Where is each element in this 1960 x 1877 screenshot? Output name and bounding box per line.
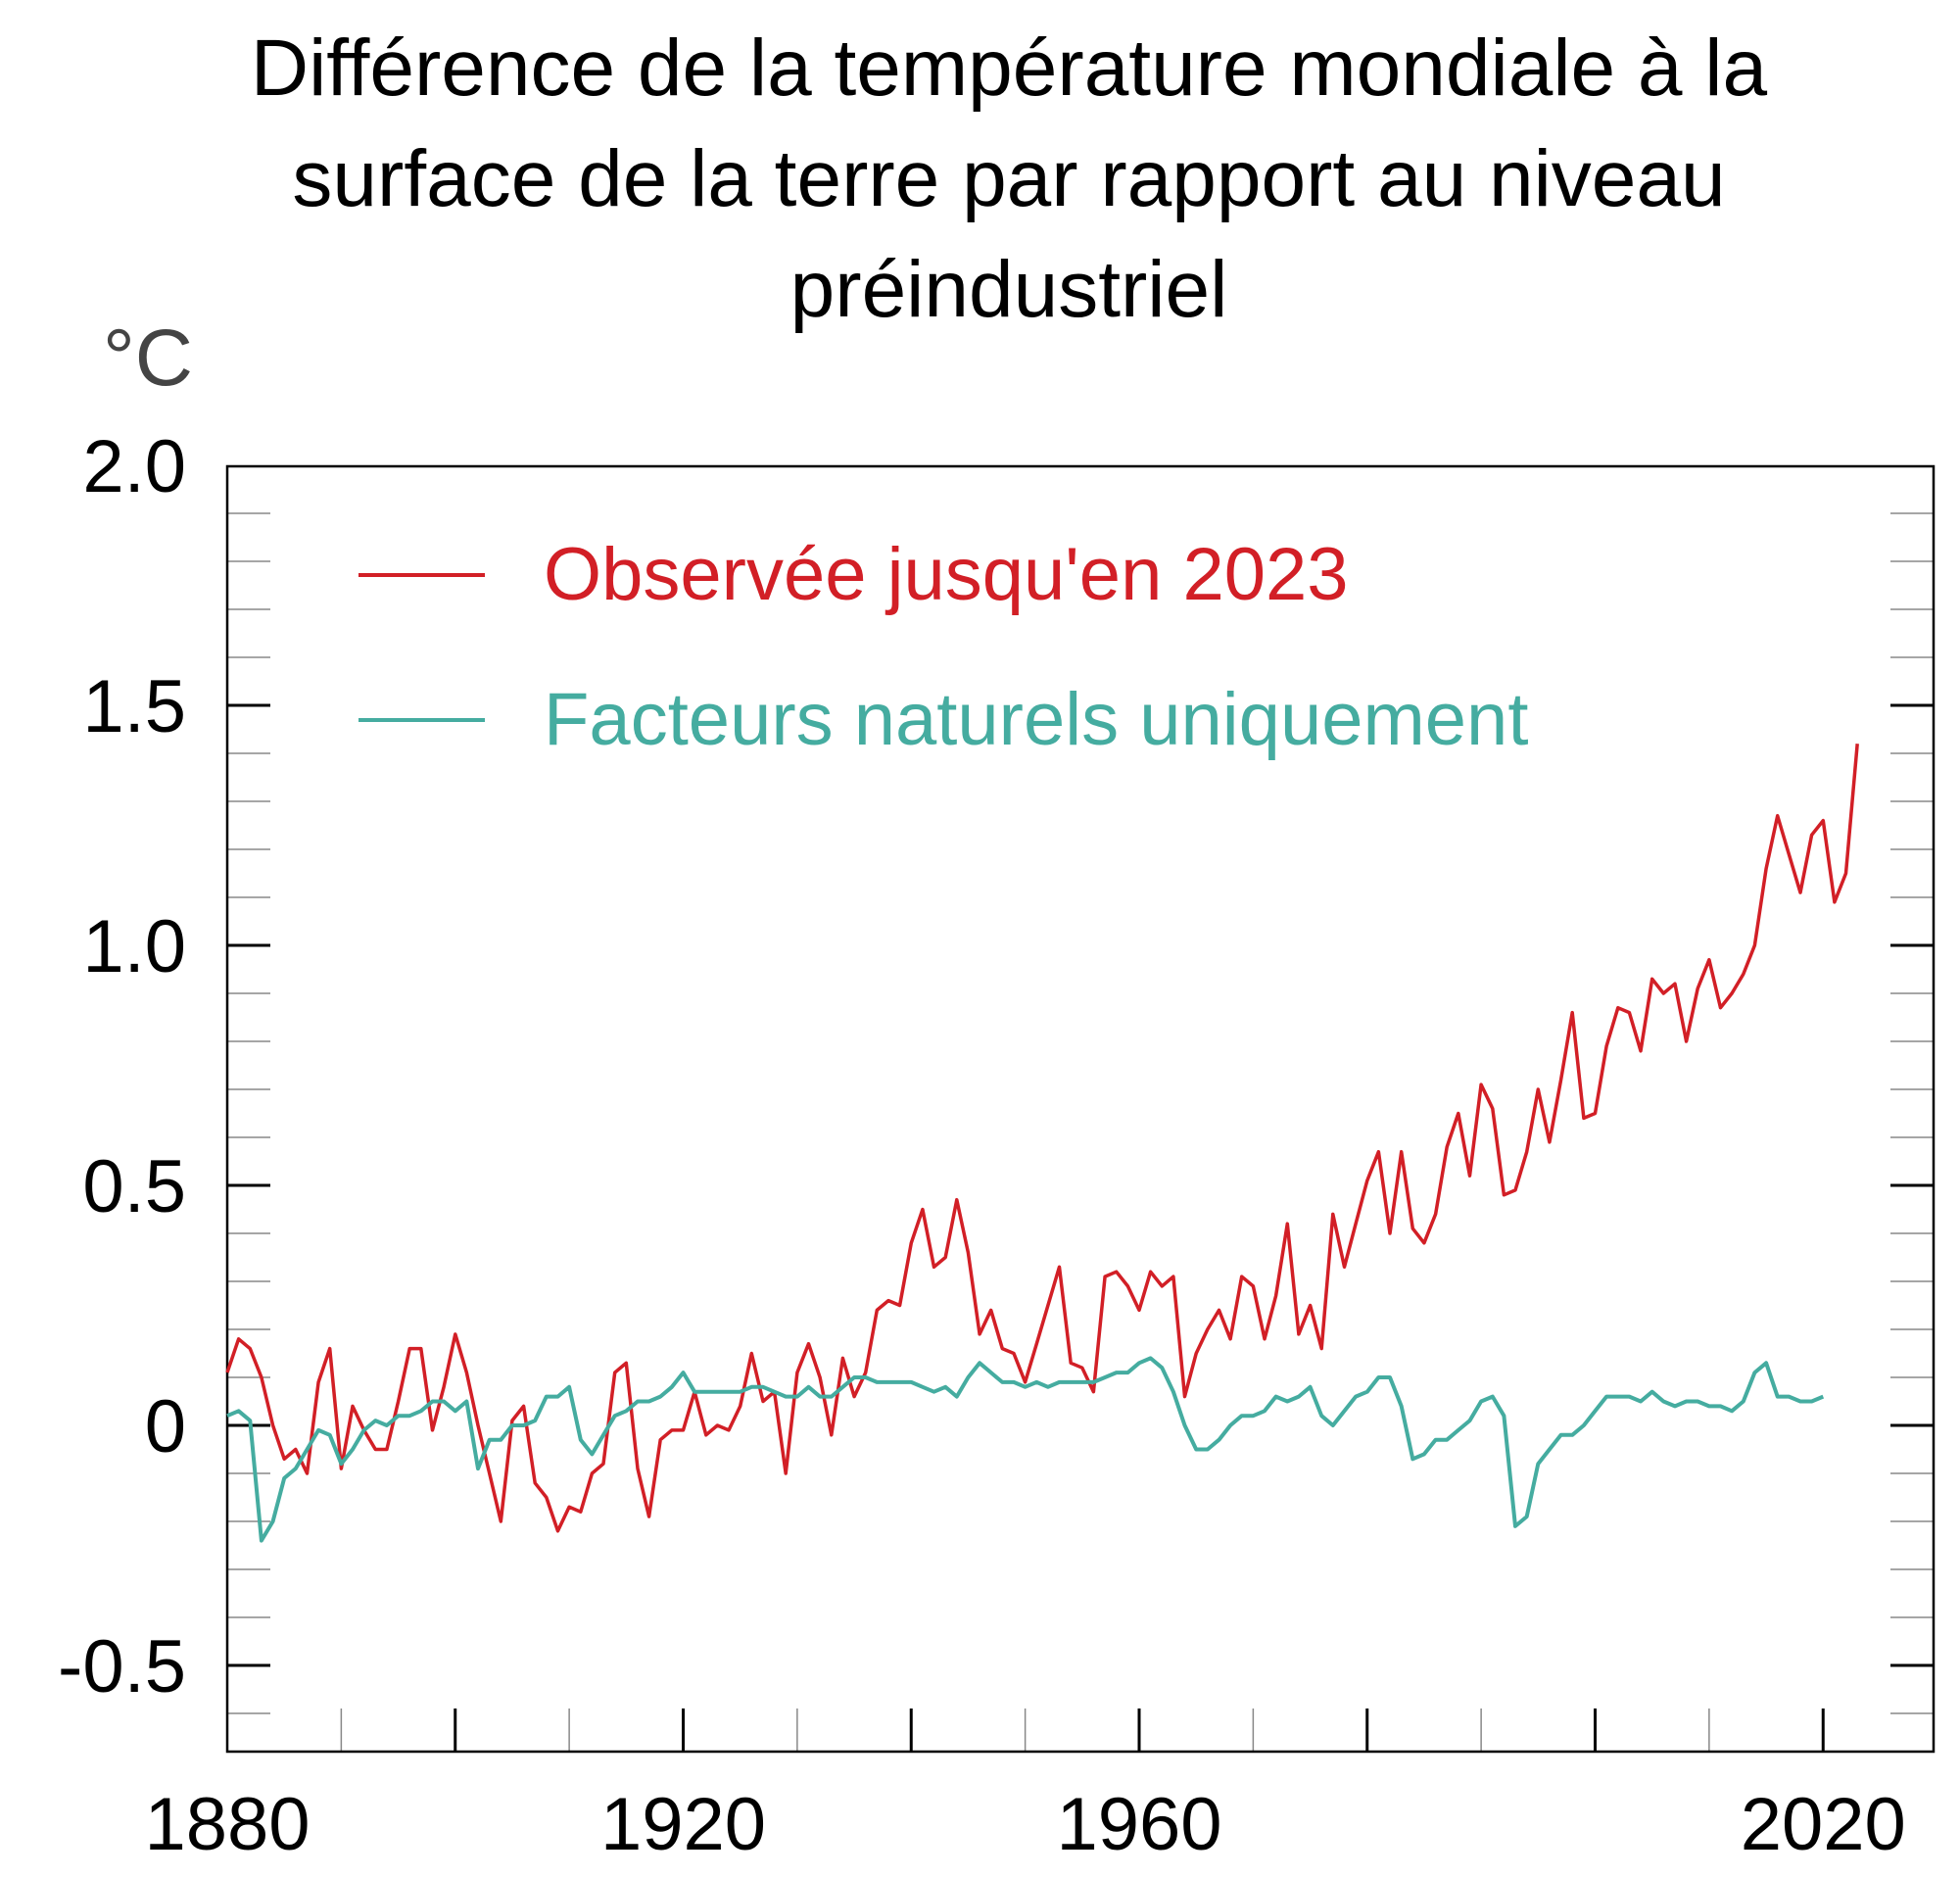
legend-label-natural: Facteurs naturels uniquement [544, 678, 1528, 761]
series-lines [225, 744, 1859, 1543]
x-tick-label: 1880 [144, 1783, 310, 1866]
y-tick-labels: 2.0 1.5 1.0 0.5 0 -0.5 [58, 425, 186, 1709]
y-tick-label: 0.5 [82, 1145, 186, 1228]
x-tick-label: 1920 [600, 1783, 766, 1866]
x-tick-label: 2020 [1741, 1783, 1906, 1866]
chart-title: Différence de la température mondiale à … [251, 24, 1768, 334]
y-axis-unit-label: °C [103, 313, 193, 403]
chart-title-line-3: préindustriel [790, 245, 1228, 334]
series-line-observed [225, 744, 1859, 1533]
x-tick-label: 1960 [1056, 1783, 1221, 1866]
plot-frame [225, 464, 1936, 1754]
y-tick-label: 0 [145, 1385, 186, 1468]
major-ticks [227, 703, 1934, 1752]
chart-title-line-1: Différence de la température mondiale à … [251, 24, 1768, 113]
legend-label-observed: Observée jusqu'en 2023 [544, 533, 1349, 616]
minor-ticks [227, 512, 1934, 1752]
y-tick-label: 1.0 [82, 905, 186, 988]
series-line-natural [226, 1356, 1825, 1543]
y-tick-label: 1.5 [82, 665, 186, 748]
y-tick-label: -0.5 [58, 1625, 186, 1709]
chart-title-line-2: surface de la terre par rapport au nivea… [292, 134, 1725, 223]
x-tick-labels: 1880 1920 1960 2020 [144, 1783, 1905, 1866]
legend: Observée jusqu'en 2023 Facteurs naturels… [359, 533, 1528, 761]
y-tick-label: 2.0 [82, 425, 186, 508]
